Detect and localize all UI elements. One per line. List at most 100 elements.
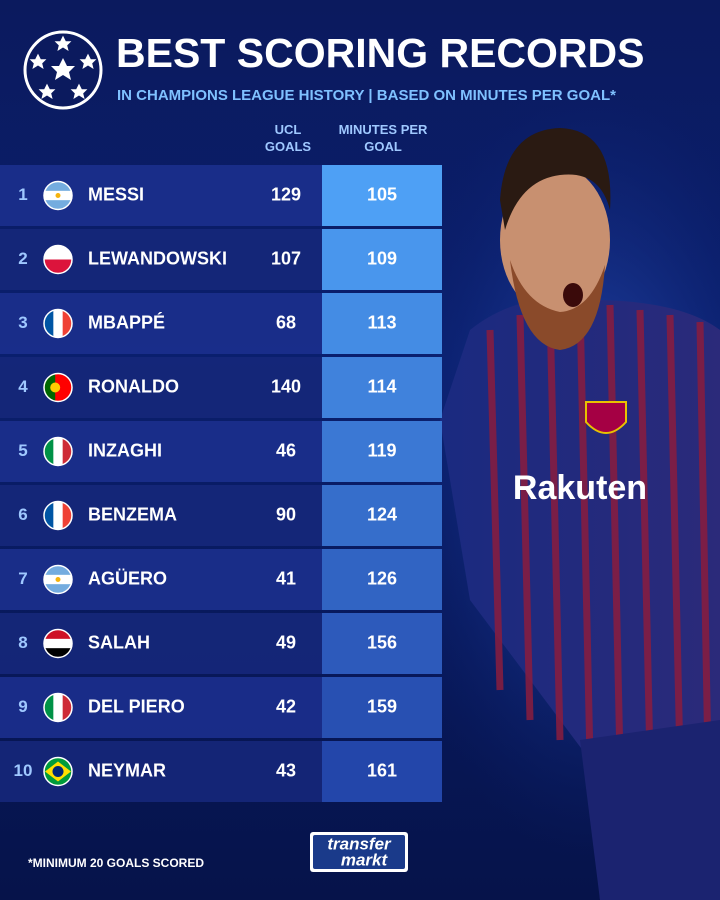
flag-ring bbox=[43, 436, 73, 467]
minutes-cell bbox=[322, 229, 442, 290]
player-name: MESSI bbox=[88, 184, 144, 204]
rank: 2 bbox=[18, 249, 27, 268]
rank: 7 bbox=[18, 569, 27, 588]
flag-emblem bbox=[55, 577, 61, 582]
rank: 9 bbox=[18, 697, 27, 716]
flag-band bbox=[44, 501, 54, 530]
flag bbox=[44, 245, 72, 274]
player-name: AGÜERO bbox=[88, 568, 167, 588]
player-name: SALAH bbox=[88, 632, 150, 652]
minutes-cell bbox=[322, 165, 442, 226]
minutes-cell bbox=[322, 357, 442, 418]
flag-band bbox=[44, 181, 72, 192]
flag bbox=[44, 437, 72, 466]
flag-band bbox=[53, 501, 64, 530]
minutes-cell bbox=[322, 741, 442, 802]
footnote: *MINIMUM 20 GOALS SCORED bbox=[28, 856, 204, 870]
logo-line: transfer bbox=[327, 834, 392, 853]
minutes-per-goal: 109 bbox=[367, 248, 397, 268]
flag bbox=[44, 629, 72, 658]
player-illustration: Rakuten bbox=[440, 128, 720, 900]
minutes-cell bbox=[322, 421, 442, 482]
minutes-per-goal: 105 bbox=[367, 184, 397, 204]
ucl-goals: 49 bbox=[276, 632, 296, 652]
minutes-per-goal: 119 bbox=[367, 440, 396, 460]
flag-emblem bbox=[55, 193, 61, 198]
player-name: RONALDO bbox=[88, 376, 179, 396]
minutes-per-goal: 113 bbox=[367, 312, 396, 332]
flag-band bbox=[44, 584, 72, 594]
flag-band bbox=[44, 638, 72, 649]
rank: 4 bbox=[18, 377, 28, 396]
flag bbox=[44, 181, 72, 210]
flag-band bbox=[44, 693, 54, 722]
flag-band bbox=[44, 200, 72, 210]
ucl-goals: 41 bbox=[276, 568, 296, 588]
flag-band bbox=[62, 501, 72, 530]
ucl-goals: 140 bbox=[271, 376, 301, 396]
minutes-per-goal: 114 bbox=[367, 376, 396, 396]
flag-band bbox=[44, 309, 54, 338]
ucl-goals: 129 bbox=[271, 184, 301, 204]
ucl-goals: 90 bbox=[276, 504, 296, 524]
minutes-per-goal: 161 bbox=[367, 760, 397, 780]
flag-ring bbox=[43, 564, 73, 595]
player-name: LEWANDOWSKI bbox=[88, 248, 227, 268]
flag-ring bbox=[43, 372, 73, 403]
title: BEST SCORING RECORDS bbox=[116, 30, 645, 76]
minutes-cell bbox=[322, 677, 442, 738]
flag-band bbox=[62, 437, 72, 466]
flag-band bbox=[53, 437, 64, 466]
ucl-logo bbox=[23, 30, 103, 110]
flag-band bbox=[44, 373, 56, 402]
player-name: NEYMAR bbox=[88, 760, 166, 780]
svg-text:Rakuten: Rakuten bbox=[513, 469, 647, 507]
flag-ring bbox=[43, 628, 73, 659]
flag-ring bbox=[43, 180, 73, 211]
flag-ring bbox=[43, 308, 73, 339]
flag bbox=[44, 373, 72, 402]
flag-band bbox=[53, 693, 64, 722]
flag-band bbox=[53, 309, 64, 338]
subtitle: IN CHAMPIONS LEAGUE HISTORY | BASED ON M… bbox=[117, 87, 616, 104]
rank: 6 bbox=[18, 505, 27, 524]
rank: 1 bbox=[18, 185, 27, 204]
ucl-goals: 43 bbox=[276, 760, 296, 780]
flag-band bbox=[62, 693, 72, 722]
logo-inner bbox=[313, 835, 405, 869]
flag-band bbox=[44, 629, 72, 640]
flag-emblem bbox=[52, 766, 64, 777]
minutes-per-goal: 124 bbox=[367, 504, 397, 524]
flag-ring bbox=[43, 692, 73, 723]
flag-ring bbox=[43, 756, 73, 787]
ucl-goals: 46 bbox=[276, 440, 296, 460]
flag-ring bbox=[43, 500, 73, 531]
rank: 5 bbox=[18, 441, 27, 460]
flag-band bbox=[44, 245, 72, 260]
minutes-per-goal: 126 bbox=[367, 568, 397, 588]
rank: 3 bbox=[18, 313, 27, 332]
logo-line: markt bbox=[341, 850, 389, 869]
ucl-goals: 42 bbox=[276, 696, 296, 716]
flag-band bbox=[44, 565, 72, 576]
flag-band bbox=[44, 648, 72, 658]
minutes-cell bbox=[322, 549, 442, 610]
column-header: MINUTES PER GOAL bbox=[339, 122, 428, 154]
flag-band bbox=[44, 437, 54, 466]
flag bbox=[44, 309, 72, 338]
flag bbox=[44, 757, 72, 786]
rank: 10 bbox=[14, 761, 33, 780]
player-name: DEL PIERO bbox=[88, 696, 185, 716]
flag-band bbox=[62, 309, 72, 338]
minutes-per-goal: 159 bbox=[367, 696, 397, 716]
rank: 8 bbox=[18, 633, 27, 652]
minutes-cell bbox=[322, 293, 442, 354]
minutes-per-goal: 156 bbox=[367, 632, 397, 652]
ucl-goals: 68 bbox=[276, 312, 296, 332]
flag bbox=[44, 501, 72, 530]
minutes-cell bbox=[322, 485, 442, 546]
flag-ring bbox=[43, 244, 73, 275]
ucl-goals: 107 bbox=[271, 248, 301, 268]
